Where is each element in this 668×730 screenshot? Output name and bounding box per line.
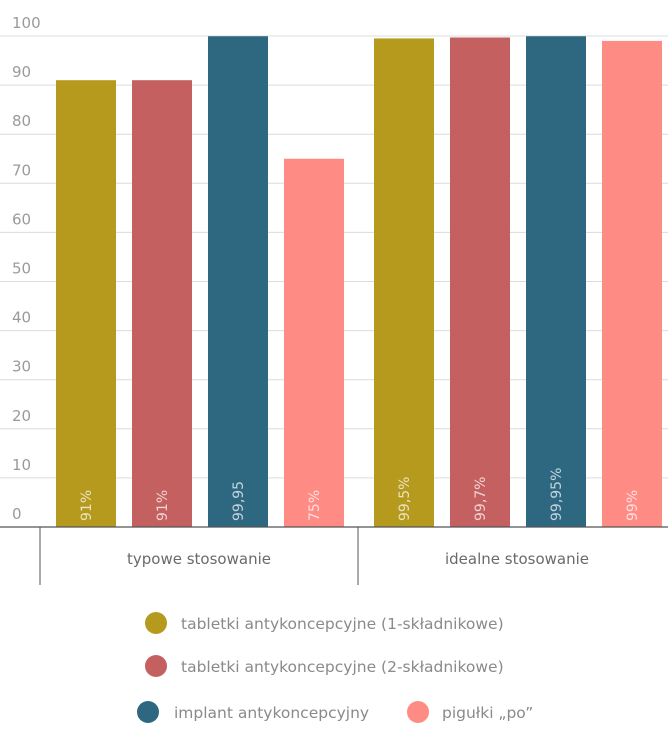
y-tick-label: 60 <box>12 210 31 228</box>
legend-swatch <box>407 701 429 723</box>
y-tick-label: 0 <box>12 505 22 523</box>
x-category-label: typowe stosowanie <box>127 550 271 568</box>
y-tick-label: 50 <box>12 260 31 278</box>
bar-value-label: 91% <box>79 490 95 521</box>
y-tick-label: 90 <box>12 63 31 81</box>
bar-value-label: 75% <box>307 490 323 521</box>
bar-value-label: 99,7% <box>473 477 489 521</box>
bar <box>208 36 268 528</box>
y-tick-label: 30 <box>12 358 31 376</box>
y-tick-label: 40 <box>12 309 31 327</box>
bar <box>374 38 434 528</box>
y-tick-label: 80 <box>12 112 31 130</box>
legend-swatch <box>145 612 167 634</box>
bar-value-label: 99,5% <box>397 477 413 521</box>
bar <box>450 37 510 528</box>
bar <box>132 80 192 527</box>
bar-value-label: 99,95 <box>231 481 247 521</box>
legend-label: implant antykoncepcyjny <box>174 704 369 722</box>
bar-value-label: 99,95% <box>549 468 565 521</box>
x-category-label: idealne stosowanie <box>445 550 589 568</box>
y-tick-label: 20 <box>12 407 31 425</box>
bar-value-label: 91% <box>155 490 171 521</box>
y-tick-label: 100 <box>12 14 41 32</box>
y-tick-label: 70 <box>12 161 31 179</box>
bar <box>56 80 116 527</box>
legend-label: tabletki antykoncepcyjne (2-składnikowe) <box>181 658 504 676</box>
bar <box>526 36 586 528</box>
bar-value-label: 99% <box>625 490 641 521</box>
y-tick-label: 10 <box>12 456 31 474</box>
legend-label: tabletki antykoncepcyjne (1-składnikowe) <box>181 615 504 633</box>
legend-label: pigułki „po” <box>442 704 533 722</box>
legend-swatch <box>137 701 159 723</box>
bar <box>284 158 344 527</box>
legend-swatch <box>145 655 167 677</box>
bar <box>602 40 662 527</box>
